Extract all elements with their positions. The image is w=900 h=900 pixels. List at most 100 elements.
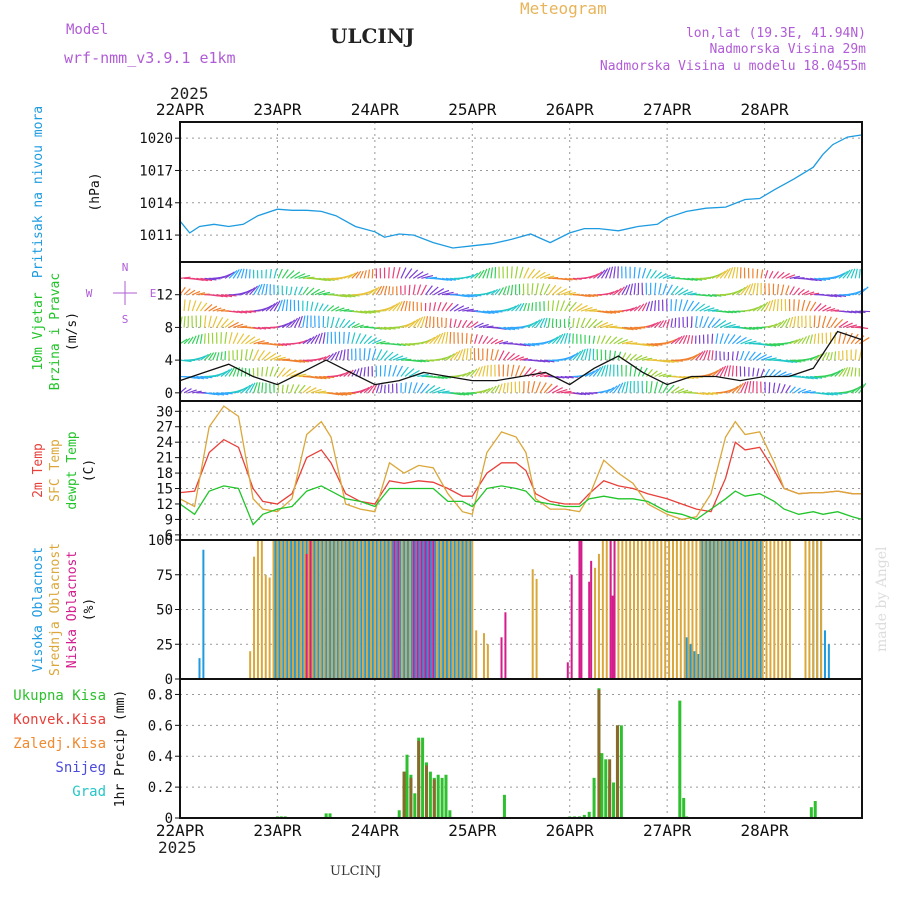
wind-arrow bbox=[613, 266, 616, 279]
wind-arrow bbox=[388, 364, 392, 377]
clouds-bar bbox=[305, 553, 308, 679]
clouds-bar bbox=[751, 540, 754, 679]
wind-arrow bbox=[560, 375, 570, 379]
wind-arrow bbox=[408, 301, 411, 312]
wind-arrow bbox=[801, 299, 806, 312]
wind-arrow bbox=[592, 271, 603, 279]
clouds-bar bbox=[732, 540, 735, 679]
wind-arrow bbox=[273, 343, 284, 347]
wind-arrow bbox=[658, 320, 665, 328]
wind-arrow bbox=[834, 318, 844, 328]
wind-arrow bbox=[789, 359, 802, 363]
wind-arrow bbox=[703, 307, 715, 312]
clouds-bar bbox=[457, 540, 460, 679]
wind-arrow bbox=[216, 352, 220, 361]
wind-arrow bbox=[510, 266, 513, 279]
wind-arrow bbox=[789, 386, 796, 394]
clouds-bar bbox=[342, 540, 345, 679]
wind-arrow bbox=[347, 294, 360, 297]
wind-arrow bbox=[821, 315, 827, 328]
wind-arrow bbox=[458, 294, 470, 298]
clouds-bar bbox=[336, 540, 339, 679]
wind-arrow bbox=[245, 287, 256, 296]
wind-arrow bbox=[367, 348, 371, 361]
wind-arrow bbox=[621, 285, 628, 296]
clouds-bar bbox=[788, 540, 791, 679]
wind-arrow bbox=[830, 370, 841, 377]
clouds-bar bbox=[354, 540, 357, 679]
wind-arrow bbox=[318, 332, 323, 344]
pressure-panel: 1011 1014 1017 1020 Pritisak na nivou mora (h… bbox=[31, 106, 863, 278]
wind-arrow bbox=[744, 381, 749, 393]
wind-arrow bbox=[625, 326, 638, 331]
wind-arrow bbox=[781, 359, 794, 364]
precip-bar bbox=[417, 740, 421, 818]
wind-arrow bbox=[278, 343, 288, 347]
wind-arrow bbox=[413, 359, 423, 363]
wind-arrow bbox=[265, 366, 269, 377]
wind-arrow bbox=[650, 343, 663, 346]
wind-arrow bbox=[723, 365, 729, 377]
wind-arrow bbox=[253, 382, 258, 394]
wind-arrow bbox=[433, 375, 444, 380]
clouds-bar bbox=[264, 574, 267, 679]
wind-arrow bbox=[498, 383, 503, 394]
clouds-bar bbox=[730, 540, 733, 679]
wind-arrow bbox=[306, 287, 315, 296]
clouds-bar bbox=[350, 540, 353, 679]
wind-arrow bbox=[834, 272, 846, 279]
wind-arrow bbox=[703, 316, 710, 328]
wind-arrow bbox=[560, 277, 570, 281]
wind-arrow bbox=[257, 283, 263, 295]
wind-arrow bbox=[613, 383, 621, 394]
wind-arrow bbox=[728, 325, 740, 329]
wind-arrow bbox=[539, 359, 551, 363]
wind-arrow bbox=[478, 334, 484, 345]
wind-arrow bbox=[335, 294, 348, 298]
wind-arrow bbox=[785, 274, 796, 279]
clouds-bar bbox=[652, 540, 655, 679]
wind-arrow bbox=[547, 385, 558, 394]
wind-arrow bbox=[830, 317, 838, 328]
wind-arrow bbox=[519, 343, 531, 347]
wind-arrow bbox=[424, 316, 429, 328]
wind-arrow bbox=[785, 317, 791, 328]
wind-arrow bbox=[319, 277, 331, 282]
wind-arrow bbox=[294, 316, 301, 328]
wind-arrow bbox=[850, 333, 859, 345]
wind-arrow bbox=[351, 271, 359, 279]
wind-arrow bbox=[339, 318, 346, 328]
clouds-ylabel: (%) bbox=[82, 598, 97, 621]
clouds-bar bbox=[695, 540, 698, 679]
wind-arrow bbox=[535, 282, 539, 295]
clouds-bar bbox=[765, 540, 768, 679]
wind-arrow bbox=[813, 315, 816, 328]
precip-bar bbox=[424, 765, 428, 818]
wind-arrow bbox=[285, 299, 289, 312]
wind-arrow bbox=[695, 351, 704, 361]
clouds-bar bbox=[403, 540, 406, 679]
wind-arrow bbox=[396, 301, 403, 312]
wind-arrow bbox=[691, 352, 701, 361]
wind-arrow bbox=[752, 367, 755, 377]
wind-arrow bbox=[212, 352, 217, 361]
clouds-bar bbox=[535, 578, 538, 679]
wind-arrow bbox=[375, 285, 383, 296]
wind-arrow bbox=[519, 302, 525, 312]
clouds-bar bbox=[375, 540, 378, 679]
wind-arrow bbox=[421, 274, 434, 279]
wind-arrow bbox=[527, 303, 530, 312]
wind-arrow bbox=[379, 384, 383, 393]
clouds-bar bbox=[368, 540, 371, 679]
wind-arrow bbox=[457, 319, 462, 328]
clouds-bar bbox=[301, 540, 304, 679]
wind-arrow bbox=[707, 392, 718, 395]
wind-arrow bbox=[592, 335, 596, 344]
watermark: made by Angel bbox=[874, 546, 890, 652]
wind-arrow bbox=[196, 292, 206, 296]
wind-arrow bbox=[703, 349, 709, 361]
wind-arrow bbox=[392, 301, 401, 312]
wind-arrow bbox=[490, 267, 494, 279]
wind-arrow bbox=[564, 375, 574, 379]
wind-arrow bbox=[183, 316, 186, 328]
